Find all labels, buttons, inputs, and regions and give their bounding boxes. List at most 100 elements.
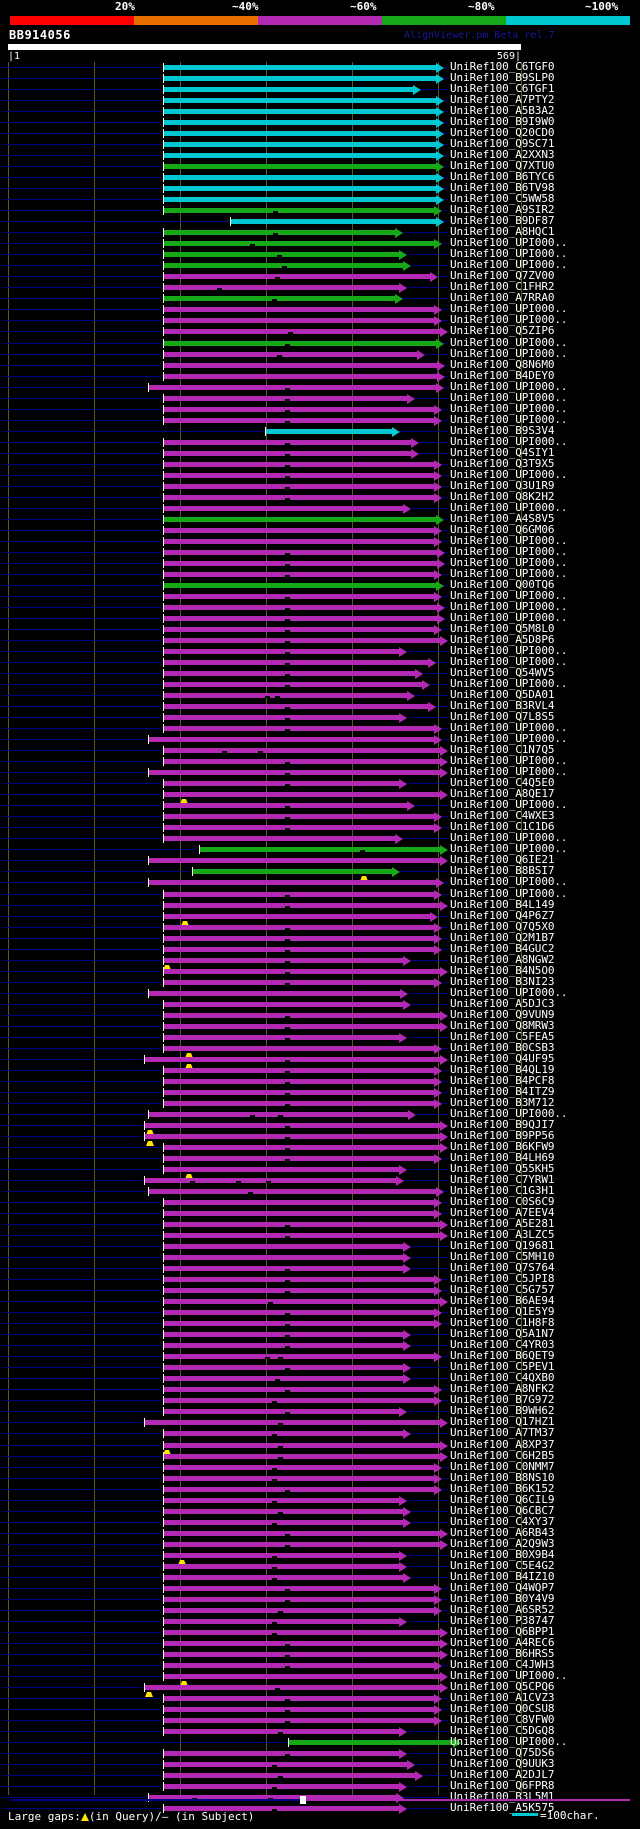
alignment-hit-row[interactable]: UniRef100_Q00TQ6 — [0, 578, 640, 591]
hit-alignment-bar[interactable] — [163, 373, 437, 379]
alignment-hit-row[interactable]: UniRef100_Q7S764 — [0, 1261, 640, 1275]
hit-accession-label[interactable]: UniRef100_C4QXB0 — [450, 1371, 555, 1385]
alignment-hit-row[interactable]: UniRef100_UPI000.. — [0, 755, 640, 768]
hit-accession-label[interactable]: UniRef100_B9SLP0 — [450, 71, 555, 85]
hit-alignment-bar[interactable] — [163, 1332, 403, 1338]
hit-accession-label[interactable]: UniRef100_A2XXN3 — [450, 148, 555, 162]
alignment-hit-row[interactable]: UniRef100_Q5A1N7 — [0, 1328, 640, 1341]
hit-accession-label[interactable]: UniRef100_Q7L8S5 — [450, 710, 555, 724]
hit-accession-label[interactable]: UniRef100_Q6CBC7 — [450, 1503, 555, 1517]
hit-accession-label[interactable]: UniRef100_UPI000.. — [450, 732, 568, 746]
hit-accession-label[interactable]: UniRef100_A3LZC5 — [450, 1228, 555, 1242]
alignment-hit-row[interactable]: UniRef100_Q9VUN9 — [0, 1007, 640, 1021]
hit-accession-label[interactable]: UniRef100_C6TGF1 — [450, 82, 555, 96]
hit-alignment-bar[interactable] — [148, 737, 434, 743]
hit-alignment-bar[interactable] — [163, 1475, 434, 1481]
alignment-hit-row[interactable]: UniRef100_B9SLP0 — [0, 71, 640, 85]
alignment-hit-row[interactable]: UniRef100_Q6FPR8 — [0, 1780, 640, 1793]
hit-accession-label[interactable]: UniRef100_C4JWH3 — [450, 1657, 555, 1671]
alignment-hit-row[interactable]: UniRef100_A5K575 — [0, 1802, 640, 1815]
hit-accession-label[interactable]: UniRef100_UPI000.. — [450, 677, 568, 691]
hit-alignment-bar[interactable] — [144, 1178, 396, 1184]
hit-alignment-bar[interactable] — [163, 274, 430, 280]
hit-accession-label[interactable]: UniRef100_B4QL19 — [450, 1062, 555, 1076]
hit-accession-label[interactable]: UniRef100_UPI000.. — [450, 467, 568, 481]
hit-alignment-bar[interactable] — [163, 1773, 415, 1779]
hit-alignment-bar[interactable] — [163, 153, 436, 159]
hit-accession-label[interactable]: UniRef100_B0X9B4 — [450, 1547, 555, 1561]
hit-accession-label[interactable]: UniRef100_B6K152 — [450, 1481, 555, 1495]
hit-alignment-bar[interactable] — [163, 76, 436, 82]
hit-accession-label[interactable]: UniRef100_C5JPI8 — [450, 1272, 555, 1286]
alignment-hit-row[interactable]: UniRef100_UPI000.. — [0, 589, 640, 602]
alignment-hit-row[interactable]: UniRef100_Q1E5Y9 — [0, 1305, 640, 1319]
alignment-hit-row[interactable]: UniRef100_UPI000.. — [0, 612, 640, 624]
hit-alignment-bar[interactable] — [163, 1806, 399, 1812]
hit-alignment-bar[interactable] — [163, 1497, 399, 1503]
alignment-hit-row[interactable]: UniRef100_A3LZC5 — [0, 1228, 640, 1242]
hit-accession-label[interactable]: UniRef100_UPI000.. — [450, 842, 568, 856]
hit-accession-label[interactable]: UniRef100_B6AE94 — [450, 1294, 555, 1308]
hit-accession-label[interactable]: UniRef100_UPI000.. — [450, 831, 568, 845]
hit-alignment-bar[interactable] — [163, 98, 436, 104]
hit-accession-label[interactable]: UniRef100_A5E281 — [450, 1217, 555, 1231]
hit-alignment-bar[interactable] — [163, 494, 434, 500]
hit-accession-label[interactable]: UniRef100_Q5CPQ6 — [450, 1679, 555, 1693]
alignment-hit-row[interactable]: UniRef100_Q9SC71 — [0, 138, 640, 151]
hit-accession-label[interactable]: UniRef100_A8QE17 — [450, 787, 555, 801]
alignment-hit-row[interactable]: UniRef100_B4LH69 — [0, 1151, 640, 1164]
alignment-hit-row[interactable]: UniRef100_Q8N6M0 — [0, 358, 640, 371]
hit-accession-label[interactable]: UniRef100_B6TV98 — [450, 181, 555, 195]
alignment-hit-row[interactable]: UniRef100_B3M712 — [0, 1096, 640, 1109]
hit-alignment-bar[interactable] — [163, 406, 434, 412]
hit-accession-label[interactable]: UniRef100_B6KFW9 — [450, 1139, 555, 1153]
alignment-hit-row[interactable]: UniRef100_Q4WQP7 — [0, 1581, 640, 1594]
hit-accession-label[interactable]: UniRef100_Q0CSU8 — [450, 1701, 555, 1715]
alignment-hit-row[interactable]: UniRef100_Q7ZV00 — [0, 270, 640, 283]
hit-alignment-bar[interactable] — [163, 1012, 440, 1018]
alignment-hit-row[interactable]: UniRef100_C5PEV1 — [0, 1361, 640, 1374]
hit-accession-label[interactable]: UniRef100_UPI000.. — [450, 313, 568, 327]
hit-alignment-bar[interactable] — [163, 1233, 440, 1239]
alignment-hit-row[interactable]: UniRef100_B0Y4V9 — [0, 1592, 640, 1605]
hit-accession-label[interactable]: UniRef100_UPI000.. — [450, 644, 568, 658]
hit-accession-label[interactable]: UniRef100_UPI000.. — [450, 655, 568, 669]
hit-accession-label[interactable]: UniRef100_UPI000.. — [450, 379, 568, 393]
hit-alignment-bar[interactable] — [163, 1089, 434, 1095]
alignment-hit-row[interactable]: UniRef100_B9QJI7 — [0, 1118, 640, 1135]
hit-alignment-bar[interactable] — [163, 1376, 403, 1382]
alignment-hit-row[interactable]: UniRef100_Q9UUK3 — [0, 1757, 640, 1771]
hit-alignment-bar[interactable] — [163, 704, 428, 710]
hit-accession-label[interactable]: UniRef100_C1N7Q5 — [450, 743, 555, 757]
hit-alignment-bar[interactable] — [163, 660, 428, 666]
hit-accession-label[interactable]: UniRef100_UPI000.. — [450, 302, 568, 316]
hit-alignment-bar[interactable] — [163, 65, 436, 70]
hit-alignment-bar[interactable] — [163, 241, 434, 247]
alignment-hit-row[interactable]: UniRef100_UPI000.. — [0, 402, 640, 415]
hit-alignment-bar[interactable] — [163, 197, 436, 203]
hit-alignment-bar[interactable] — [163, 329, 440, 335]
alignment-hit-row[interactable]: UniRef100_A8HQC1 — [0, 226, 640, 239]
hit-accession-label[interactable]: UniRef100_Q75DS6 — [450, 1746, 555, 1760]
alignment-hit-row[interactable]: UniRef100_Q2M1B7 — [0, 931, 640, 944]
hit-accession-label[interactable]: UniRef100_Q9UUK3 — [450, 1757, 555, 1771]
alignment-hit-row[interactable]: UniRef100_UPI000.. — [0, 347, 640, 360]
alignment-hit-row[interactable]: UniRef100_A9SIR2 — [0, 204, 640, 217]
alignment-hit-row[interactable]: UniRef100_UPI000.. — [0, 600, 640, 613]
hit-accession-label[interactable]: UniRef100_Q1E5Y9 — [450, 1305, 555, 1319]
hit-accession-label[interactable]: UniRef100_Q9VUN9 — [450, 1007, 555, 1021]
alignment-hit-row[interactable]: UniRef100_B4PCF8 — [0, 1074, 640, 1087]
hit-alignment-bar[interactable] — [163, 1585, 434, 1591]
hit-accession-label[interactable]: UniRef100_A2DJL7 — [450, 1768, 555, 1782]
alignment-hit-row[interactable]: UniRef100_Q5ZIP6 — [0, 325, 640, 338]
hit-alignment-bar[interactable] — [163, 693, 407, 699]
alignment-hit-row[interactable]: UniRef100_UPI000.. — [0, 876, 640, 889]
hit-accession-label[interactable]: UniRef100_UPI000.. — [450, 1735, 568, 1749]
alignment-hit-row[interactable]: UniRef100_B7G972 — [0, 1394, 640, 1407]
hit-accession-label[interactable]: UniRef100_A5B3A2 — [450, 104, 555, 118]
hit-accession-label[interactable]: UniRef100_UPI000.. — [450, 1106, 568, 1120]
hit-alignment-bar[interactable] — [163, 792, 440, 798]
hit-accession-label[interactable]: UniRef100_Q5M8L0 — [450, 622, 555, 636]
hit-accession-label[interactable]: UniRef100_Q7S764 — [450, 1261, 555, 1275]
alignment-hit-row[interactable]: UniRef100_B6KFW9 — [0, 1139, 640, 1153]
